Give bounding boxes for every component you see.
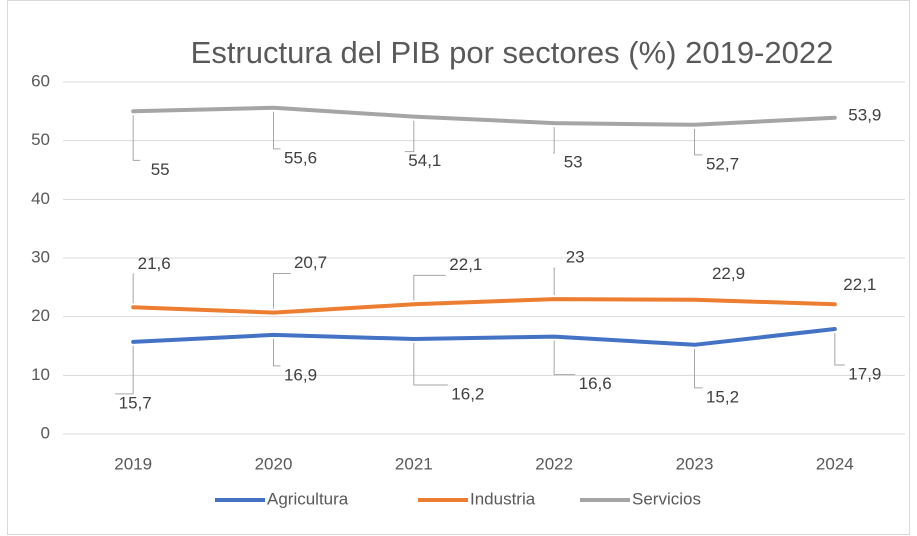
data-label: 23 bbox=[566, 248, 585, 267]
data-label: 55 bbox=[151, 160, 170, 179]
line-series bbox=[131, 105, 837, 127]
y-tick-label: 60 bbox=[31, 71, 50, 90]
data-label: 16,6 bbox=[579, 374, 612, 393]
leader-line bbox=[132, 273, 135, 304]
legend-label: Industria bbox=[470, 489, 536, 508]
data-label: 20,7 bbox=[294, 253, 327, 272]
x-tick-label: 2024 bbox=[816, 454, 854, 473]
data-label: 15,7 bbox=[119, 393, 152, 412]
line-series bbox=[131, 297, 837, 315]
leader-line bbox=[834, 332, 845, 366]
y-tick-label: 50 bbox=[31, 130, 50, 149]
data-label: 22,1 bbox=[449, 255, 482, 274]
y-tick-label: 20 bbox=[31, 306, 50, 325]
data-label: 53 bbox=[564, 153, 583, 172]
y-tick-label: 0 bbox=[41, 423, 50, 442]
x-tick-label: 2019 bbox=[114, 454, 152, 473]
data-label: 16,9 bbox=[284, 365, 317, 384]
x-tick-label: 2022 bbox=[535, 454, 573, 473]
x-tick-label: 2023 bbox=[676, 454, 714, 473]
chart-title: Estructura del PIB por sectores (%) 2019… bbox=[191, 35, 834, 70]
data-label: 16,2 bbox=[451, 384, 484, 403]
data-label: 22,9 bbox=[712, 264, 745, 283]
legend-label: Agricultura bbox=[267, 489, 349, 508]
leader-line bbox=[273, 338, 281, 367]
leader-line bbox=[553, 127, 555, 154]
y-tick-label: 30 bbox=[31, 247, 50, 266]
x-tick-label: 2020 bbox=[255, 454, 293, 473]
leader-line bbox=[413, 342, 448, 386]
data-label: 52,7 bbox=[706, 154, 739, 173]
leader-line bbox=[115, 345, 134, 395]
data-label: 22,1 bbox=[843, 275, 876, 294]
leader-line bbox=[694, 128, 703, 156]
data-label: 55,6 bbox=[284, 148, 317, 167]
chart-border bbox=[7, 0, 910, 535]
data-label: 54,1 bbox=[408, 151, 441, 170]
leader-line bbox=[273, 111, 281, 150]
leader-line bbox=[404, 120, 415, 153]
data-label: 21,6 bbox=[138, 254, 171, 273]
leader-line bbox=[694, 348, 703, 389]
leader-line bbox=[132, 115, 141, 161]
leader-line bbox=[273, 273, 291, 309]
leader-line bbox=[553, 340, 576, 376]
leader-line bbox=[413, 274, 446, 301]
legend-label: Servicios bbox=[632, 489, 701, 508]
line-series bbox=[131, 327, 837, 347]
x-tick-label: 2021 bbox=[395, 454, 433, 473]
data-label: 17,9 bbox=[848, 364, 881, 383]
data-label: 53,9 bbox=[848, 105, 881, 124]
data-label: 15,2 bbox=[706, 387, 739, 406]
y-tick-label: 10 bbox=[31, 365, 50, 384]
y-tick-label: 40 bbox=[31, 189, 50, 208]
leader-line bbox=[553, 267, 556, 296]
